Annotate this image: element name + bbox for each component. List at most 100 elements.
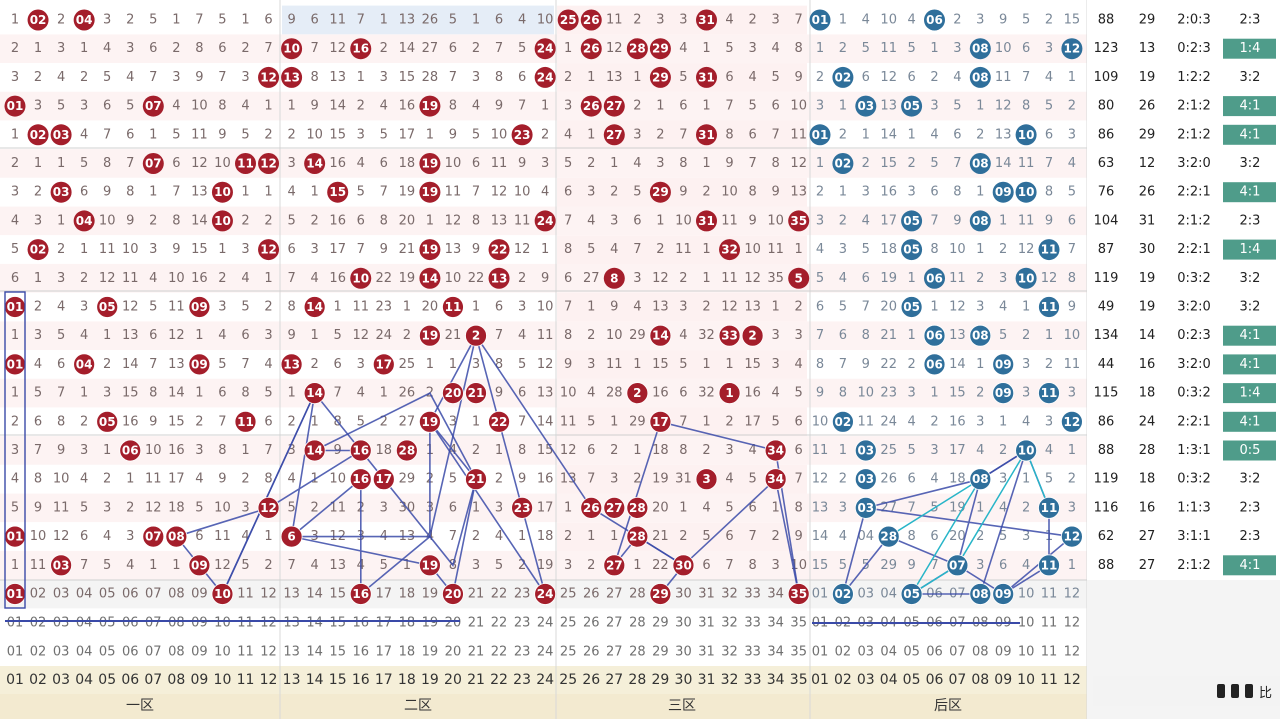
front-cell: 1 bbox=[241, 443, 249, 458]
stat-sum: 63 bbox=[1098, 156, 1115, 171]
back-cell: 4 bbox=[1022, 558, 1030, 573]
front-cell: 11 bbox=[30, 558, 47, 573]
front-ball-27 bbox=[603, 95, 625, 117]
back-cell: 9 bbox=[999, 13, 1007, 28]
front-cell: 7 bbox=[149, 357, 157, 372]
ratio-badge bbox=[1223, 440, 1276, 461]
front-ball-number: 13 bbox=[283, 357, 300, 371]
footer-front-number: 33 bbox=[744, 645, 761, 660]
front-ball-number: 12 bbox=[260, 501, 277, 515]
stat-span: 14 bbox=[1139, 328, 1156, 343]
front-cell: 10 bbox=[30, 529, 47, 544]
front-cell: 10 bbox=[122, 242, 139, 257]
footer-front-number: 28 bbox=[628, 672, 646, 688]
ratio-badge bbox=[1223, 555, 1276, 576]
front-cell: 3 bbox=[772, 328, 780, 343]
back-cell: 11 bbox=[812, 443, 829, 458]
front-cell: 4 bbox=[725, 13, 733, 28]
back-cell: 2 bbox=[999, 443, 1007, 458]
front-cell: 14 bbox=[191, 213, 208, 228]
front-ball-28 bbox=[626, 38, 648, 60]
front-cell: 1 bbox=[311, 328, 319, 343]
back-ball-number: 08 bbox=[972, 70, 989, 84]
back-ball-number: 03 bbox=[857, 99, 874, 113]
front-cell: 10 bbox=[306, 127, 323, 142]
back-ball-number: 09 bbox=[995, 386, 1012, 400]
footer-front-number: 35 bbox=[790, 645, 807, 660]
back-cell: 8 bbox=[1022, 99, 1030, 114]
front-cell: 4 bbox=[80, 127, 88, 142]
front-cell: 4 bbox=[57, 70, 65, 85]
front-cell: 3 bbox=[80, 443, 88, 458]
footer-back-number: 05 bbox=[903, 672, 921, 688]
back-ball-12 bbox=[1061, 410, 1083, 433]
front-cell: 19 bbox=[399, 271, 416, 286]
front-cell: 6 bbox=[564, 271, 572, 286]
front-ball-number: 10 bbox=[214, 214, 231, 228]
front-cell: 19 bbox=[652, 472, 669, 487]
selection-frame bbox=[4, 291, 26, 609]
front-cell: 24 bbox=[376, 328, 393, 343]
stat-zone-ratio: 2:1:2 bbox=[1177, 99, 1211, 114]
front-cell: 2 bbox=[725, 414, 733, 429]
front-cell: 6 bbox=[679, 99, 687, 114]
footer-front-number: 33 bbox=[744, 672, 762, 688]
footer-front-number: 11 bbox=[237, 672, 255, 688]
front-cell: 3 bbox=[126, 529, 134, 544]
ratio-badge bbox=[1223, 383, 1276, 404]
front-cell: 8 bbox=[380, 213, 388, 228]
front-cell: 10 bbox=[53, 472, 70, 487]
front-ball-number: 27 bbox=[606, 501, 623, 515]
front-ball-29 bbox=[649, 410, 672, 433]
back-cell: 3 bbox=[953, 41, 961, 56]
front-ball-3 bbox=[50, 124, 72, 146]
front-cell: 1 bbox=[11, 386, 19, 401]
front-ball-number: 10 bbox=[214, 185, 231, 199]
front-ball-22 bbox=[488, 267, 510, 289]
front-cell: 3 bbox=[587, 185, 595, 200]
footer-front-number: 01 bbox=[6, 672, 24, 688]
front-cell: 5 bbox=[241, 127, 249, 142]
front-ball-26 bbox=[580, 95, 602, 117]
back-cell: 4 bbox=[907, 13, 915, 28]
front-cell: 9 bbox=[795, 529, 803, 544]
footer-front-number: 34 bbox=[767, 672, 785, 688]
front-cell: 8 bbox=[218, 99, 226, 114]
front-cell: 1 bbox=[34, 156, 42, 171]
front-cell: 3 bbox=[11, 443, 19, 458]
front-ball-29 bbox=[649, 38, 671, 60]
front-cell: 10 bbox=[767, 213, 784, 228]
stat-span: 27 bbox=[1139, 529, 1156, 544]
front-cell: 3 bbox=[357, 127, 365, 142]
front-cell: 10 bbox=[721, 185, 738, 200]
front-ball-16 bbox=[350, 267, 372, 289]
front-cell: 4 bbox=[772, 41, 780, 56]
watermark-icon bbox=[1216, 684, 1253, 698]
front-ball-19 bbox=[419, 239, 441, 261]
front-ball-number: 07 bbox=[145, 99, 162, 113]
back-ball-number: 05 bbox=[903, 99, 920, 113]
front-cell: 11 bbox=[329, 500, 346, 515]
row-band bbox=[0, 350, 1087, 379]
back-ball-number: 07 bbox=[949, 558, 966, 572]
back-cell: 5 bbox=[1045, 99, 1053, 114]
back-ball-2 bbox=[832, 153, 854, 174]
front-ball-13 bbox=[280, 525, 303, 548]
back-cell: 11 bbox=[1018, 213, 1035, 228]
front-cell: 6 bbox=[495, 13, 503, 28]
back-cell: 18 bbox=[949, 472, 966, 487]
front-cell: 7 bbox=[449, 70, 457, 85]
front-ball-33 bbox=[741, 324, 764, 347]
footer-back-number: 09 bbox=[994, 672, 1012, 688]
front-cell: 7 bbox=[80, 558, 88, 573]
front-cell: 6 bbox=[149, 41, 157, 56]
front-cell: 26 bbox=[583, 587, 600, 602]
back-ball-10 bbox=[1015, 439, 1037, 462]
footer-back-number: 07 bbox=[948, 672, 966, 688]
back-cell: 1 bbox=[816, 156, 824, 171]
front-cell: 2 bbox=[679, 529, 687, 544]
front-cell: 27 bbox=[422, 41, 439, 56]
front-cell: 14 bbox=[168, 386, 185, 401]
front-ball-29 bbox=[649, 324, 672, 347]
back-cell: 5 bbox=[1068, 185, 1076, 200]
